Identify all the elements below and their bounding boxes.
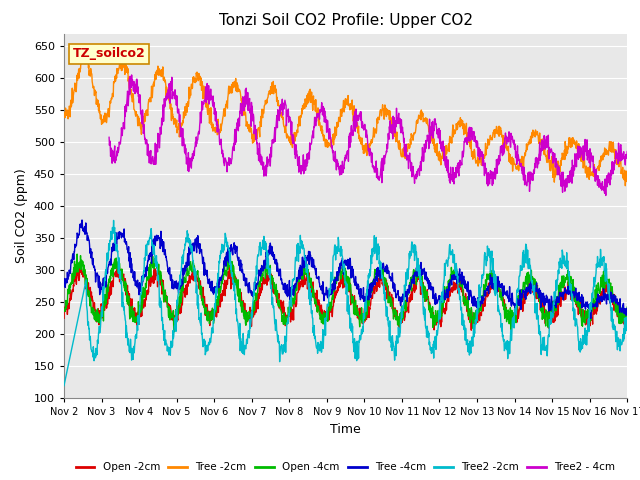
Y-axis label: Soil CO2 (ppm): Soil CO2 (ppm)	[15, 168, 28, 264]
Legend: Open -2cm, Tree -2cm, Open -4cm, Tree -4cm, Tree2 -2cm, Tree2 - 4cm: Open -2cm, Tree -2cm, Open -4cm, Tree -4…	[72, 458, 620, 477]
Title: Tonzi Soil CO2 Profile: Upper CO2: Tonzi Soil CO2 Profile: Upper CO2	[219, 13, 472, 28]
X-axis label: Time: Time	[330, 423, 361, 436]
Text: TZ_soilco2: TZ_soilco2	[72, 48, 145, 60]
